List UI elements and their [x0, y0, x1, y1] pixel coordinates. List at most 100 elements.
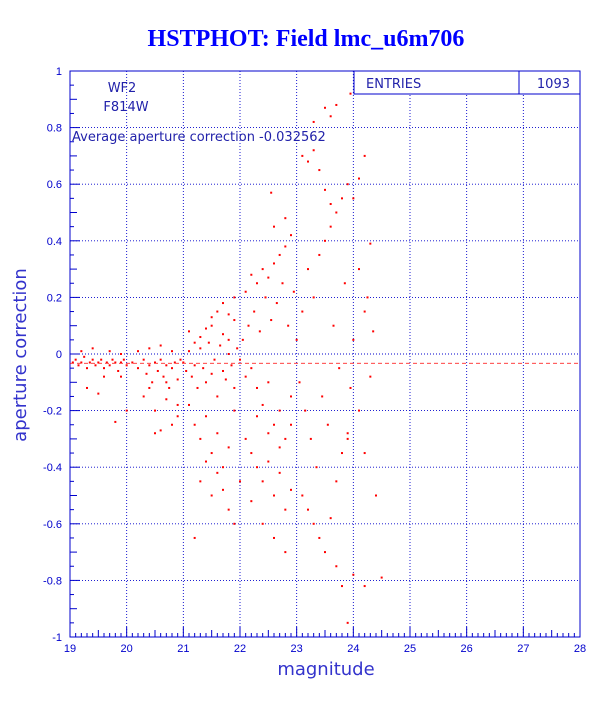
data-point	[250, 452, 253, 455]
data-point	[165, 398, 168, 401]
data-point	[233, 319, 236, 322]
data-point	[267, 460, 270, 463]
data-point	[338, 367, 341, 370]
data-point	[349, 386, 352, 389]
data-point	[103, 375, 105, 378]
y-tick-label: -0.2	[43, 406, 62, 418]
ticks: 19 20 21 22 23 24 25 26 27 28 -1 -0.8 -0.6 -0.4 -0.2 0 0…	[43, 66, 586, 655]
data-point	[312, 296, 315, 299]
data-point	[199, 437, 202, 440]
data-point	[154, 409, 156, 412]
data-point	[250, 500, 253, 503]
data-point	[307, 160, 309, 163]
y-tick-label: 0.4	[47, 236, 62, 248]
data-point	[86, 386, 88, 389]
x-tick-label: 21	[177, 643, 189, 655]
data-point	[159, 429, 162, 432]
data-point	[366, 296, 369, 299]
data-point	[352, 197, 355, 200]
data-point	[318, 536, 321, 539]
data-point	[363, 310, 366, 313]
data-point	[205, 381, 207, 384]
data-point	[142, 395, 145, 398]
data-point	[335, 480, 338, 483]
data-point	[324, 551, 326, 554]
data-point	[213, 358, 216, 361]
y-tick-label: -0.4	[43, 462, 62, 474]
data-point	[326, 423, 329, 426]
data-point	[83, 355, 86, 358]
data-point	[176, 378, 179, 381]
data-point	[329, 203, 332, 206]
data-point	[233, 386, 236, 389]
data-point	[105, 361, 108, 364]
data-point	[227, 353, 230, 355]
data-point	[301, 494, 304, 497]
data-point	[270, 319, 273, 322]
data-point	[137, 367, 139, 370]
y-tick-label: -1	[52, 632, 62, 644]
data-point	[284, 217, 287, 220]
data-point	[298, 381, 301, 384]
data-point	[372, 330, 375, 333]
data-point	[148, 347, 151, 350]
data-point	[196, 386, 199, 389]
camera-label: WF2	[108, 81, 137, 96]
data-point	[315, 466, 318, 469]
x-tick-label: 23	[291, 643, 303, 655]
data-point	[131, 361, 134, 364]
data-point	[239, 358, 241, 361]
stats-box-border	[353, 70, 581, 95]
data-point	[341, 452, 343, 455]
x-tick-label: 26	[461, 643, 473, 655]
data-point	[188, 350, 190, 353]
data-point	[227, 446, 230, 449]
data-point	[219, 344, 222, 347]
data-point	[332, 324, 335, 327]
data-point	[273, 423, 275, 426]
data-point	[227, 338, 230, 341]
data-point	[88, 361, 91, 364]
data-point	[176, 415, 179, 418]
data-point	[270, 191, 273, 194]
data-point	[159, 344, 162, 347]
data-point	[258, 330, 261, 333]
data-point	[97, 361, 100, 364]
data-point	[199, 336, 202, 339]
data-point	[120, 361, 122, 364]
data-point	[216, 395, 219, 398]
data-point	[329, 225, 332, 228]
data-point	[273, 536, 275, 539]
data-point	[321, 395, 324, 398]
data-point	[114, 420, 117, 423]
data-point	[193, 536, 196, 539]
data-point	[171, 367, 173, 370]
y-tick-label: 0.8	[47, 123, 62, 135]
data-point	[358, 268, 360, 271]
data-point	[261, 522, 264, 525]
data-point	[137, 350, 139, 353]
data-point	[307, 508, 309, 511]
data-point	[182, 361, 185, 364]
data-point	[156, 369, 159, 372]
data-point	[222, 302, 224, 305]
data-point	[216, 471, 219, 474]
data-point	[190, 375, 193, 378]
data-point	[205, 327, 207, 330]
data-point	[199, 347, 202, 350]
x-tick-label: 22	[234, 643, 246, 655]
data-point	[173, 361, 176, 364]
data-point	[287, 324, 290, 327]
data-point	[91, 358, 94, 361]
data-point	[301, 154, 304, 157]
data-point	[358, 409, 360, 412]
data-point	[261, 268, 264, 271]
data-point	[335, 565, 338, 568]
data-point	[86, 367, 88, 370]
data-point	[179, 358, 182, 361]
data-point	[250, 273, 253, 276]
data-point	[329, 115, 332, 118]
data-point	[227, 313, 230, 316]
data-point	[165, 381, 168, 384]
